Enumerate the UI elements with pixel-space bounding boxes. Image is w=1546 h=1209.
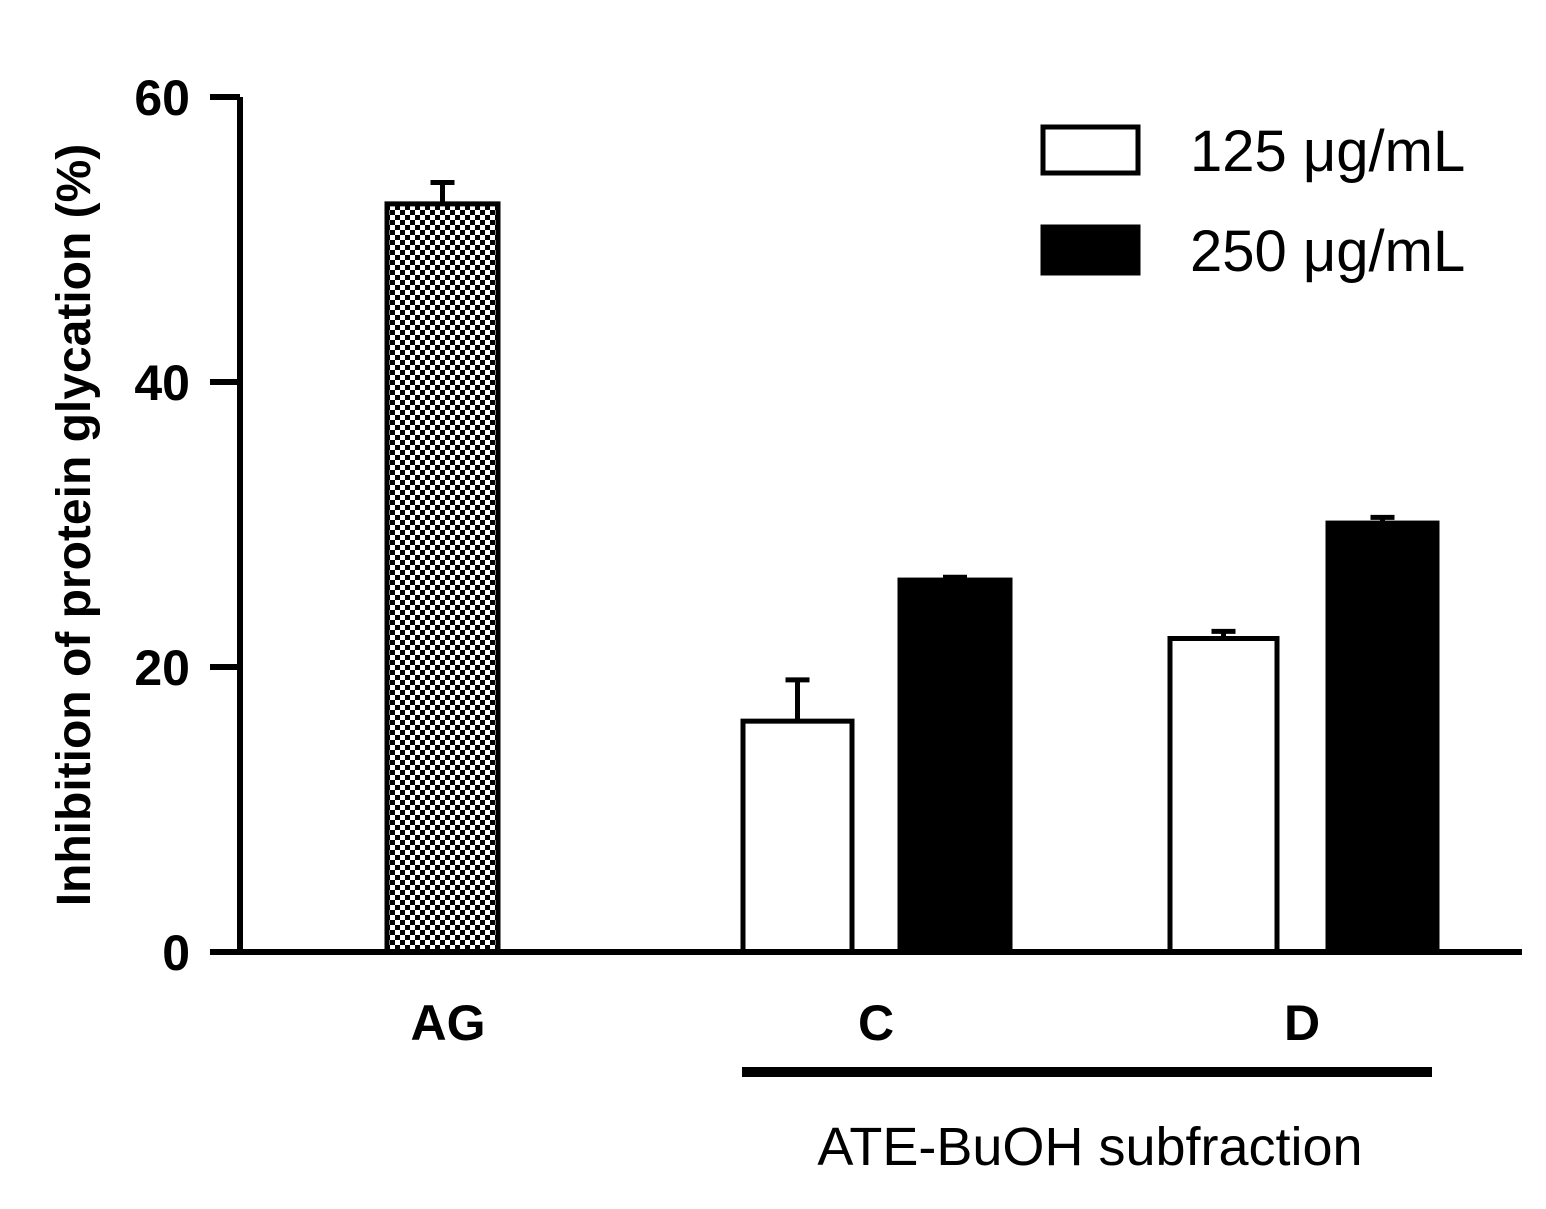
- error-bars: [430, 180, 1395, 722]
- x-category-label-c: C: [858, 995, 894, 1051]
- group-label: ATE-BuOH subfraction: [817, 1117, 1362, 1177]
- x-category-label-d: D: [1284, 995, 1320, 1051]
- legend: 125 μg/mL 250 μg/mL: [1040, 119, 1465, 284]
- x-category-label-ag: AG: [411, 995, 486, 1051]
- bar-d-series-1: [1167, 636, 1280, 955]
- legend-swatch-1: [1040, 224, 1141, 276]
- bar-c-series-2: [897, 577, 1013, 955]
- y-axis-title: Inhibition of protein glycation (%): [48, 144, 101, 907]
- y-tick-label: 40: [134, 355, 190, 411]
- bar-d-series-2: [1325, 520, 1440, 955]
- x-axis-labels: AG C D: [411, 995, 1321, 1051]
- y-tick-label: 20: [134, 640, 190, 696]
- bar-c-series-1: [740, 718, 855, 955]
- y-axis-ticks: 0 20 40 60: [134, 70, 240, 981]
- legend-label-0: 125 μg/mL: [1190, 119, 1465, 184]
- bars: [384, 201, 1440, 955]
- legend-label-1: 250 μg/mL: [1190, 219, 1465, 284]
- y-tick-label: 0: [162, 925, 190, 981]
- y-tick-label: 60: [134, 70, 190, 126]
- legend-swatch-0: [1040, 124, 1141, 176]
- bar-ag-series-0: [384, 201, 501, 955]
